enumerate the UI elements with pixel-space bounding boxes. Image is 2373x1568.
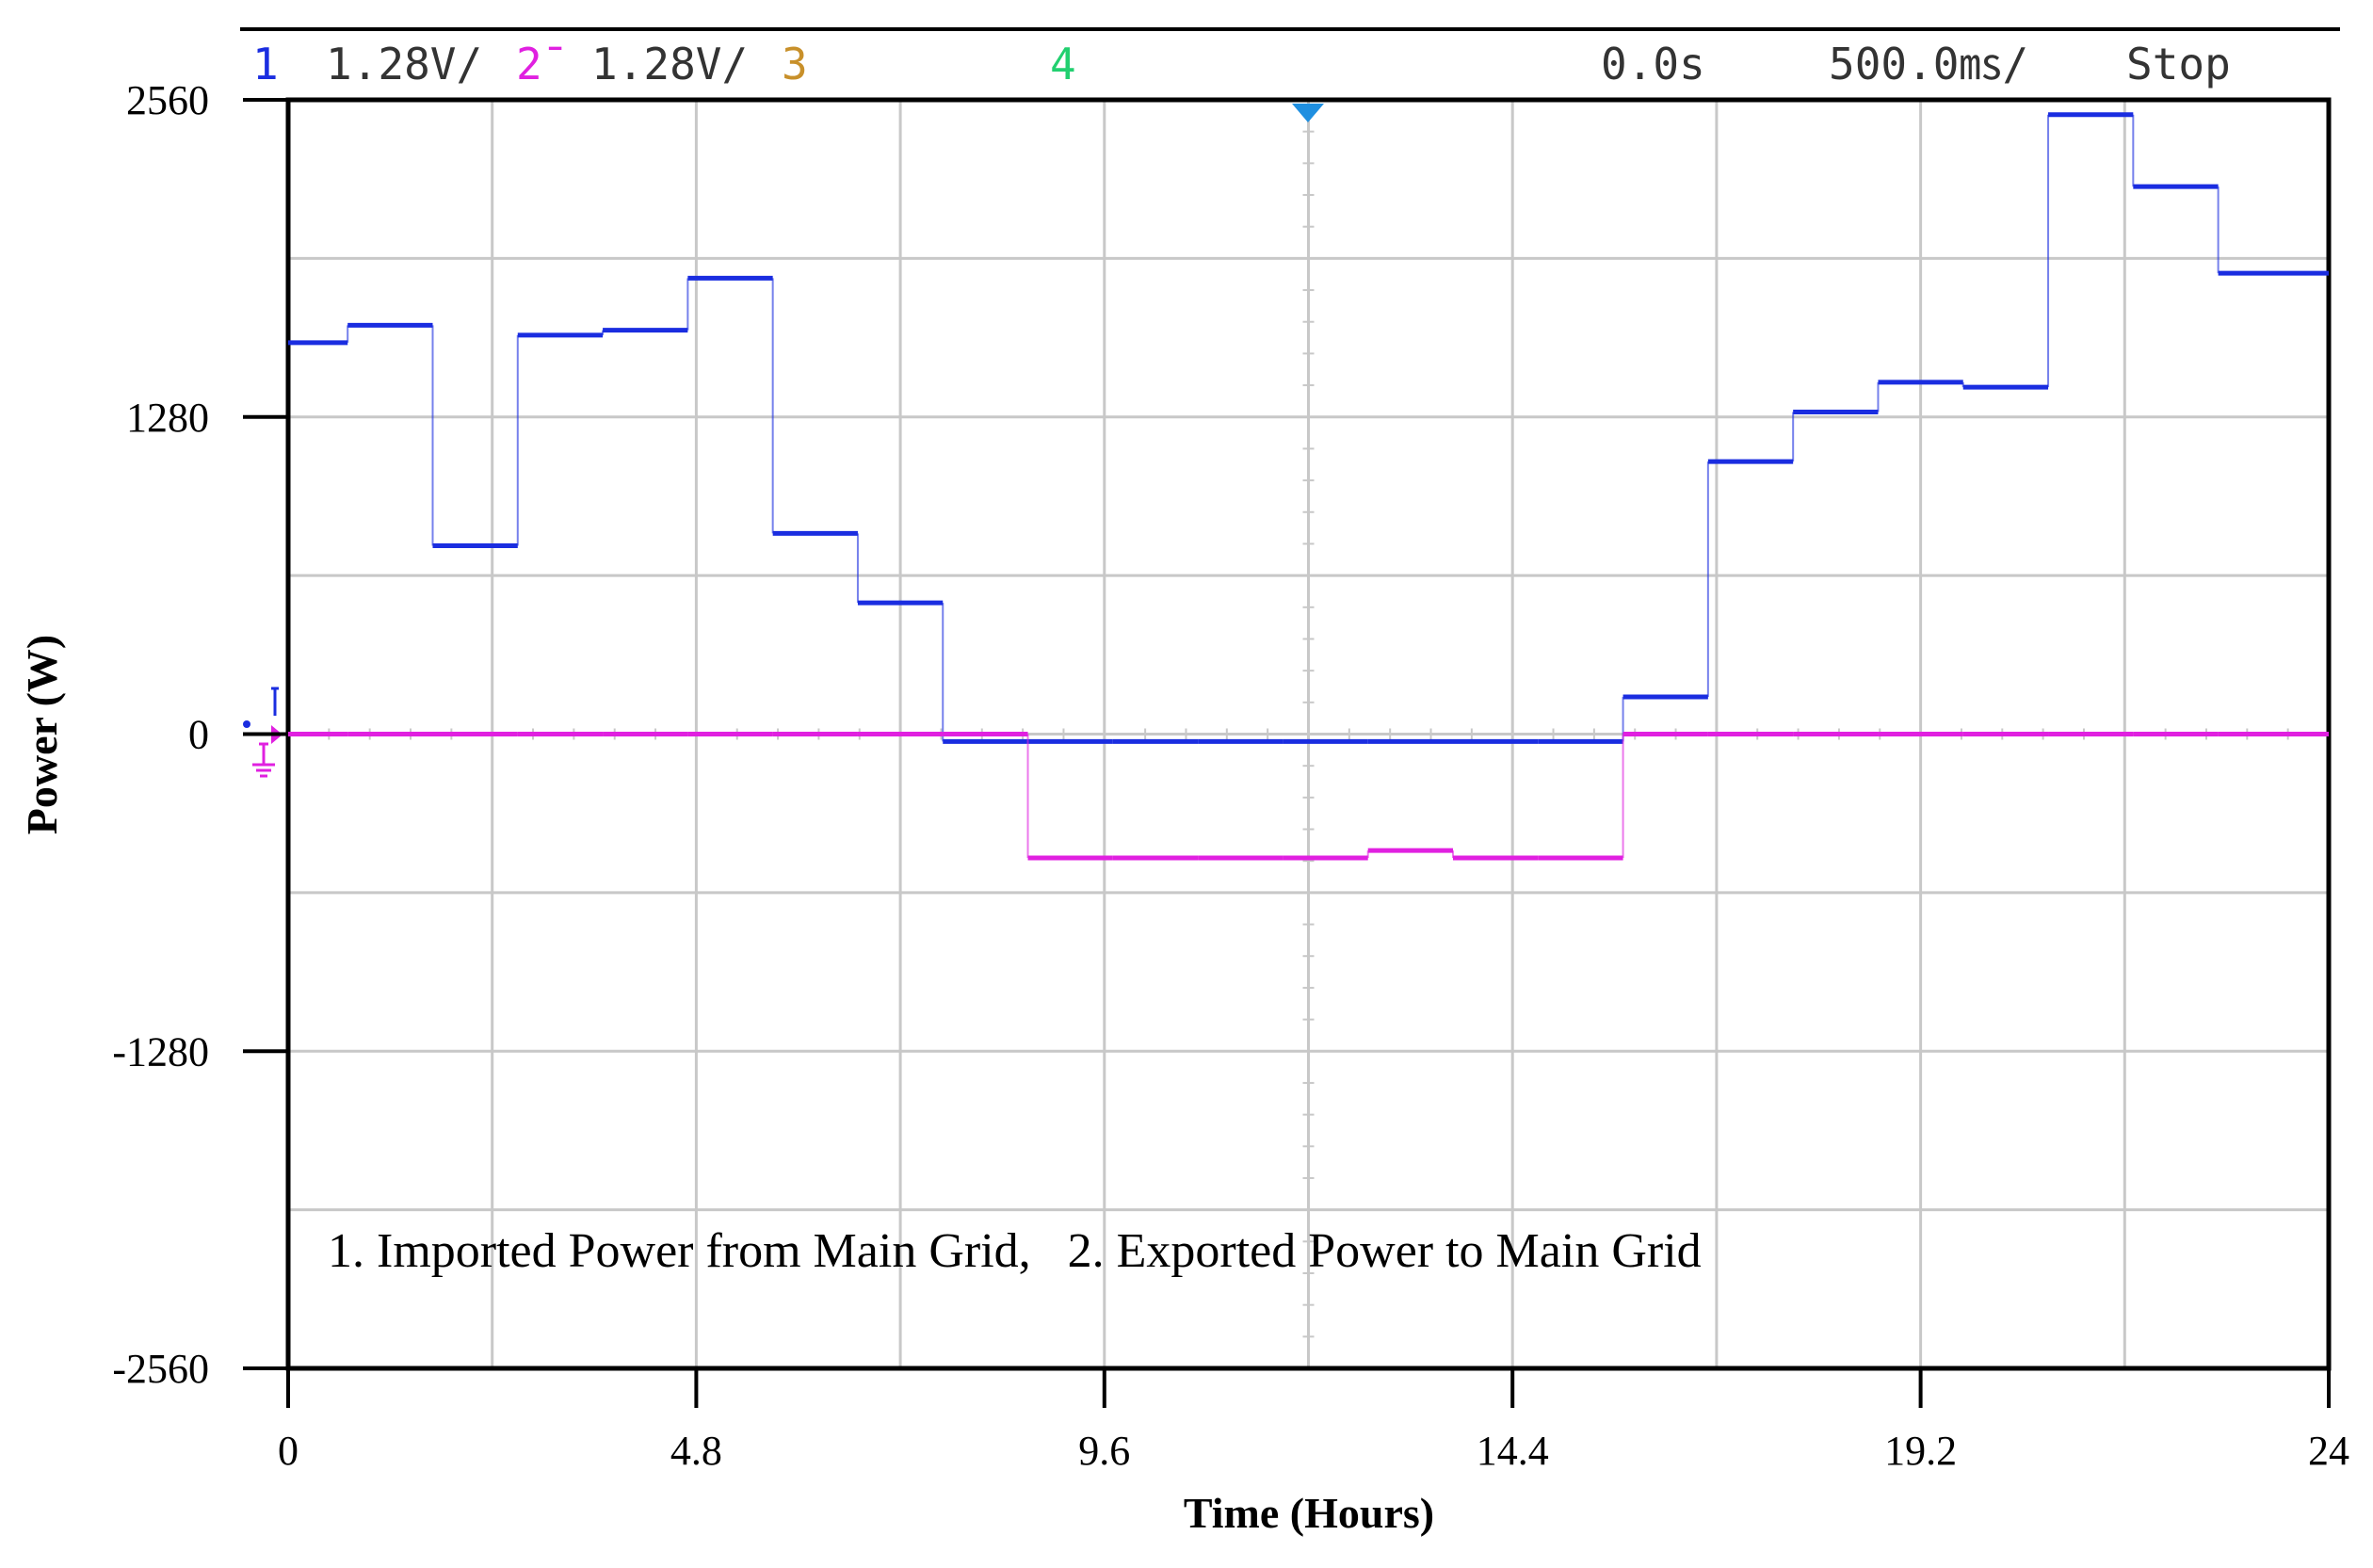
- y-tick-label: 0: [188, 712, 209, 758]
- status-bar: 1 1.28V/ 2̄ 1.28V/ 3 4 0.0s 500.0㎳/ Stop: [240, 27, 2340, 89]
- y-axis-title: Power (W): [18, 635, 66, 834]
- time-offset: 0.0s: [1601, 39, 1705, 89]
- x-tick-label: 4.8: [670, 1428, 722, 1474]
- x-tick-label: 9.6: [1078, 1428, 1130, 1474]
- legend-annotation: 1. Imported Power from Main Grid, 2. Exp…: [328, 1224, 1702, 1278]
- ch1-scale: 1.28V/: [326, 39, 482, 89]
- x-tick-label: 14.4: [1477, 1428, 1549, 1474]
- x-tick-label: 0: [278, 1428, 299, 1474]
- y-tick-labels: 2560 1280 0 -1280 -2560: [112, 77, 288, 1392]
- trigger-marker-icon[interactable]: [1292, 104, 1324, 122]
- y-tick-label: -1280: [112, 1028, 209, 1075]
- ch3-label[interactable]: 3: [782, 39, 808, 89]
- x-tick-label: 24: [2308, 1428, 2349, 1474]
- y-tick-label: 2560: [126, 77, 209, 123]
- series-2-trace: [288, 732, 2329, 861]
- x-axis-title: Time (Hours): [1184, 1489, 1434, 1537]
- ch2-label[interactable]: 2̄: [516, 39, 562, 89]
- x-tick-label: 19.2: [1884, 1428, 1957, 1474]
- y-tick-label: 1280: [126, 395, 209, 441]
- y-tick-label: -2560: [112, 1346, 209, 1392]
- run-state[interactable]: Stop: [2126, 39, 2231, 89]
- traces: [288, 112, 2329, 861]
- timebase: 500.0㎳/: [1829, 39, 2028, 89]
- ch4-label[interactable]: 4: [1050, 39, 1076, 89]
- ch1-label[interactable]: 1: [252, 39, 279, 89]
- x-tick-labels: 0 4.8 9.6 14.4 19.2 24: [278, 1368, 2349, 1474]
- series-1-trace: [288, 112, 2329, 744]
- ch2-scale: 1.28V/: [591, 39, 748, 89]
